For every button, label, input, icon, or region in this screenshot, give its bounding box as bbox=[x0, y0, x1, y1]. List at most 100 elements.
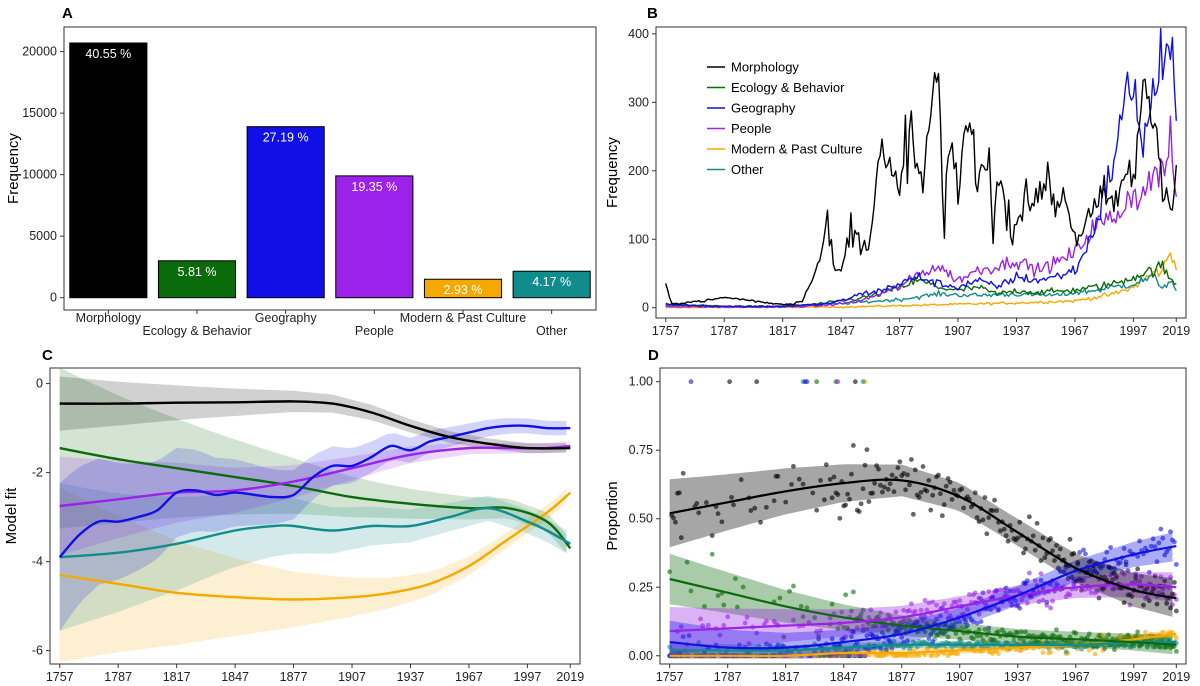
data-point bbox=[907, 482, 912, 488]
data-point bbox=[868, 607, 874, 613]
data-point bbox=[789, 481, 794, 487]
data-point bbox=[1121, 571, 1127, 577]
x-tick-label: 1937 bbox=[397, 670, 425, 684]
data-point bbox=[1011, 638, 1017, 644]
data-point bbox=[891, 638, 897, 644]
data-point bbox=[1030, 533, 1036, 539]
fit-line-other bbox=[669, 640, 1177, 652]
data-point bbox=[1040, 585, 1046, 591]
data-point bbox=[891, 489, 897, 495]
x-tick-label: 1967 bbox=[455, 670, 483, 684]
data-point bbox=[827, 615, 833, 621]
data-point bbox=[1152, 544, 1158, 550]
data-point bbox=[1057, 546, 1063, 552]
data-point bbox=[1164, 600, 1170, 606]
x-tick-label: 1967 bbox=[1061, 324, 1089, 338]
data-point bbox=[843, 502, 849, 508]
data-point bbox=[1156, 540, 1162, 546]
data-point bbox=[676, 490, 682, 496]
data-point bbox=[705, 622, 711, 628]
data-point bbox=[905, 653, 910, 659]
data-point bbox=[1160, 629, 1166, 635]
data-point bbox=[847, 496, 852, 502]
data-point bbox=[835, 379, 841, 385]
data-point bbox=[1069, 574, 1075, 580]
panel-c: C 1757 1787 1817 1847 1877 1907 1937 1967 1997 201… bbox=[3, 347, 584, 684]
data-point bbox=[1117, 633, 1123, 638]
data-point bbox=[1036, 599, 1042, 605]
data-point bbox=[827, 477, 833, 482]
data-point bbox=[943, 622, 949, 628]
data-point bbox=[1173, 648, 1179, 654]
data-point bbox=[1123, 642, 1129, 648]
y-tick-label: 0.25 bbox=[629, 580, 653, 594]
data-point bbox=[1038, 571, 1044, 577]
data-point bbox=[953, 619, 959, 625]
fit-line-people bbox=[669, 583, 1177, 633]
data-point bbox=[1133, 633, 1139, 639]
data-point bbox=[872, 480, 878, 486]
data-point bbox=[864, 633, 870, 639]
x-tick-label: 1997 bbox=[1120, 670, 1148, 684]
data-point bbox=[1112, 565, 1117, 571]
data-point bbox=[1108, 545, 1113, 550]
ci-ribbon-other bbox=[669, 637, 1173, 658]
data-point bbox=[1094, 570, 1100, 576]
data-point bbox=[688, 379, 694, 385]
data-point bbox=[901, 471, 907, 476]
data-point bbox=[910, 511, 916, 517]
data-point bbox=[908, 457, 914, 462]
data-point bbox=[694, 501, 700, 506]
data-point bbox=[719, 519, 725, 525]
panel-c-label: C bbox=[42, 347, 53, 364]
data-point bbox=[996, 629, 1001, 635]
y-tick-label: -6 bbox=[32, 644, 43, 658]
data-point bbox=[1152, 573, 1158, 579]
data-point bbox=[980, 590, 986, 596]
y-axis-title: Proportion bbox=[604, 481, 621, 550]
data-point bbox=[1121, 546, 1127, 551]
data-point bbox=[1092, 651, 1098, 657]
data-point bbox=[897, 459, 903, 465]
data-point bbox=[878, 610, 883, 616]
x-tick-label: Geography bbox=[255, 311, 318, 325]
data-point bbox=[1026, 514, 1032, 520]
data-point bbox=[874, 463, 879, 469]
data-point bbox=[883, 647, 889, 653]
data-point bbox=[715, 593, 721, 599]
data-point bbox=[804, 605, 810, 611]
data-point bbox=[1135, 553, 1141, 559]
fit-line-other bbox=[59, 506, 571, 559]
data-point bbox=[798, 603, 804, 609]
x-tick-label: 1937 bbox=[1003, 324, 1031, 338]
data-point bbox=[823, 462, 829, 468]
data-point bbox=[1054, 543, 1059, 548]
data-point bbox=[918, 614, 924, 620]
data-point bbox=[1009, 602, 1015, 608]
data-point bbox=[1171, 580, 1177, 585]
legend-label: Ecology & Behavior bbox=[731, 80, 845, 95]
data-point bbox=[972, 490, 978, 496]
data-point bbox=[686, 633, 692, 639]
data-point bbox=[1133, 578, 1139, 584]
data-point bbox=[702, 603, 707, 609]
data-point bbox=[879, 489, 885, 495]
panel-b-label: B bbox=[647, 5, 658, 22]
data-point bbox=[860, 486, 866, 492]
data-point bbox=[1073, 578, 1079, 584]
data-point bbox=[738, 477, 744, 483]
data-point bbox=[667, 653, 673, 659]
data-point bbox=[1146, 570, 1152, 575]
data-point bbox=[1079, 646, 1084, 652]
data-point bbox=[986, 515, 992, 520]
data-point bbox=[1160, 535, 1166, 541]
data-point bbox=[941, 502, 947, 508]
data-point bbox=[934, 616, 939, 622]
bar-3 bbox=[335, 175, 414, 299]
data-point bbox=[829, 636, 835, 642]
data-point bbox=[974, 515, 980, 520]
data-point bbox=[849, 608, 854, 614]
data-point bbox=[926, 636, 932, 642]
data-point bbox=[918, 489, 924, 495]
data-point bbox=[1171, 539, 1177, 545]
